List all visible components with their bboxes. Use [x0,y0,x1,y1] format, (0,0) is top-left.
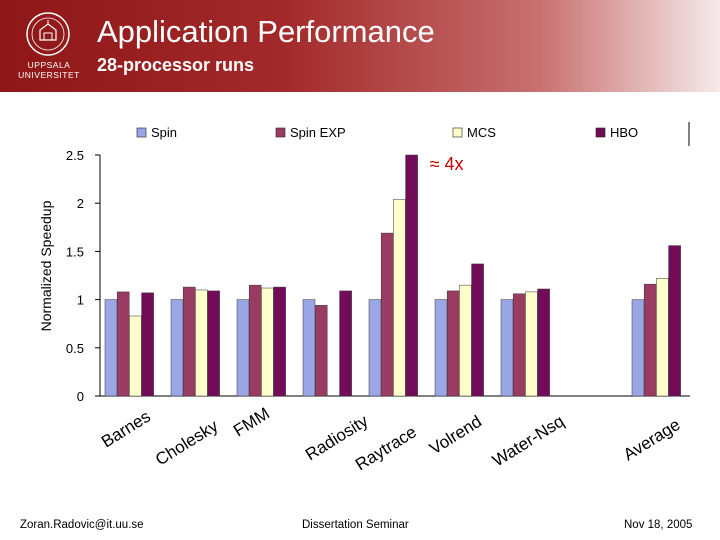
bar-spin [170,299,184,397]
y-tick-label: 0 [77,389,84,404]
bar-spin-exp [512,293,526,397]
slide-subtitle: 28-processor runs [97,55,255,75]
slide-title: Application Performance [97,14,435,49]
bar-spin-exp [182,286,196,397]
bar-mcs [656,278,669,397]
bar-spin-exp [446,290,460,397]
x-category-label: Average [620,415,684,465]
bar-hbo [273,286,286,397]
bar-hbo [141,292,154,397]
slide-header: UPPSALA UNIVERSITET Application Performa… [0,0,720,92]
bar-hbo [339,290,352,397]
footer-date: Nov 18, 2005 [624,519,693,531]
bar-hbo [207,290,220,397]
bar-hbo [537,288,550,397]
bar-spin-exp [248,284,262,397]
y-tick-label: 1 [77,293,84,308]
bar-hbo [471,263,484,397]
legend-label-hbo: HBO [610,125,638,140]
bar-mcs [525,291,538,397]
legend-label-spin: Spin [151,125,177,140]
legend-swatch-spin [136,127,147,138]
y-tick-label: 2 [77,196,84,211]
y-axis-title: Normalized Speedup [38,200,54,331]
footer-email: Zoran.Radovic@it.uu.se [20,519,144,531]
bar-mcs [129,315,142,397]
bar-mcs [393,199,406,397]
bar-mcs [195,289,208,397]
university-seal-logo [26,12,70,56]
legend-label-spin-exp: Spin EXP [290,125,346,140]
bar-hbo [405,154,418,397]
bar-spin [631,299,645,397]
bar-spin-exp [643,283,657,397]
bar-spin [434,299,448,397]
x-category-label: Water-Nsq [489,412,567,471]
x-category-label: FMM [230,404,273,441]
bar-spin [236,299,250,397]
bar-spin [500,299,514,397]
bar-spin-exp [116,291,130,397]
bar-mcs [459,284,472,397]
y-tick-label: 0.5 [66,341,84,356]
bar-spin [302,299,316,397]
x-category-label: Cholesky [152,416,222,469]
footer-event: Dissertation Seminar [302,519,409,531]
bar-mcs [261,287,274,397]
x-category-label: Volrend [426,412,485,459]
y-tick-label: 1.5 [66,244,84,259]
speedup-bar-chart: Spin Spin EXP MCS HBO 0 0.5 1 1.5 2 2.5 Normalized… [38,122,690,474]
bar-hbo [668,245,681,397]
legend-swatch-spin-exp [275,127,286,138]
legend-swatch-mcs [452,127,463,138]
university-name: UPPSALA UNIVERSITET [18,60,80,80]
y-tick-label: 2.5 [66,148,84,163]
bar-spin [368,299,382,397]
speedup-annotation: ≈ 4x [430,154,464,174]
bar-spin-exp [380,232,394,397]
x-category-label: Barnes [98,407,154,452]
legend-label-mcs: MCS [467,125,496,140]
legend-swatch-hbo [595,127,606,138]
bar-spin [104,299,118,397]
bar-spin-exp [314,305,328,397]
